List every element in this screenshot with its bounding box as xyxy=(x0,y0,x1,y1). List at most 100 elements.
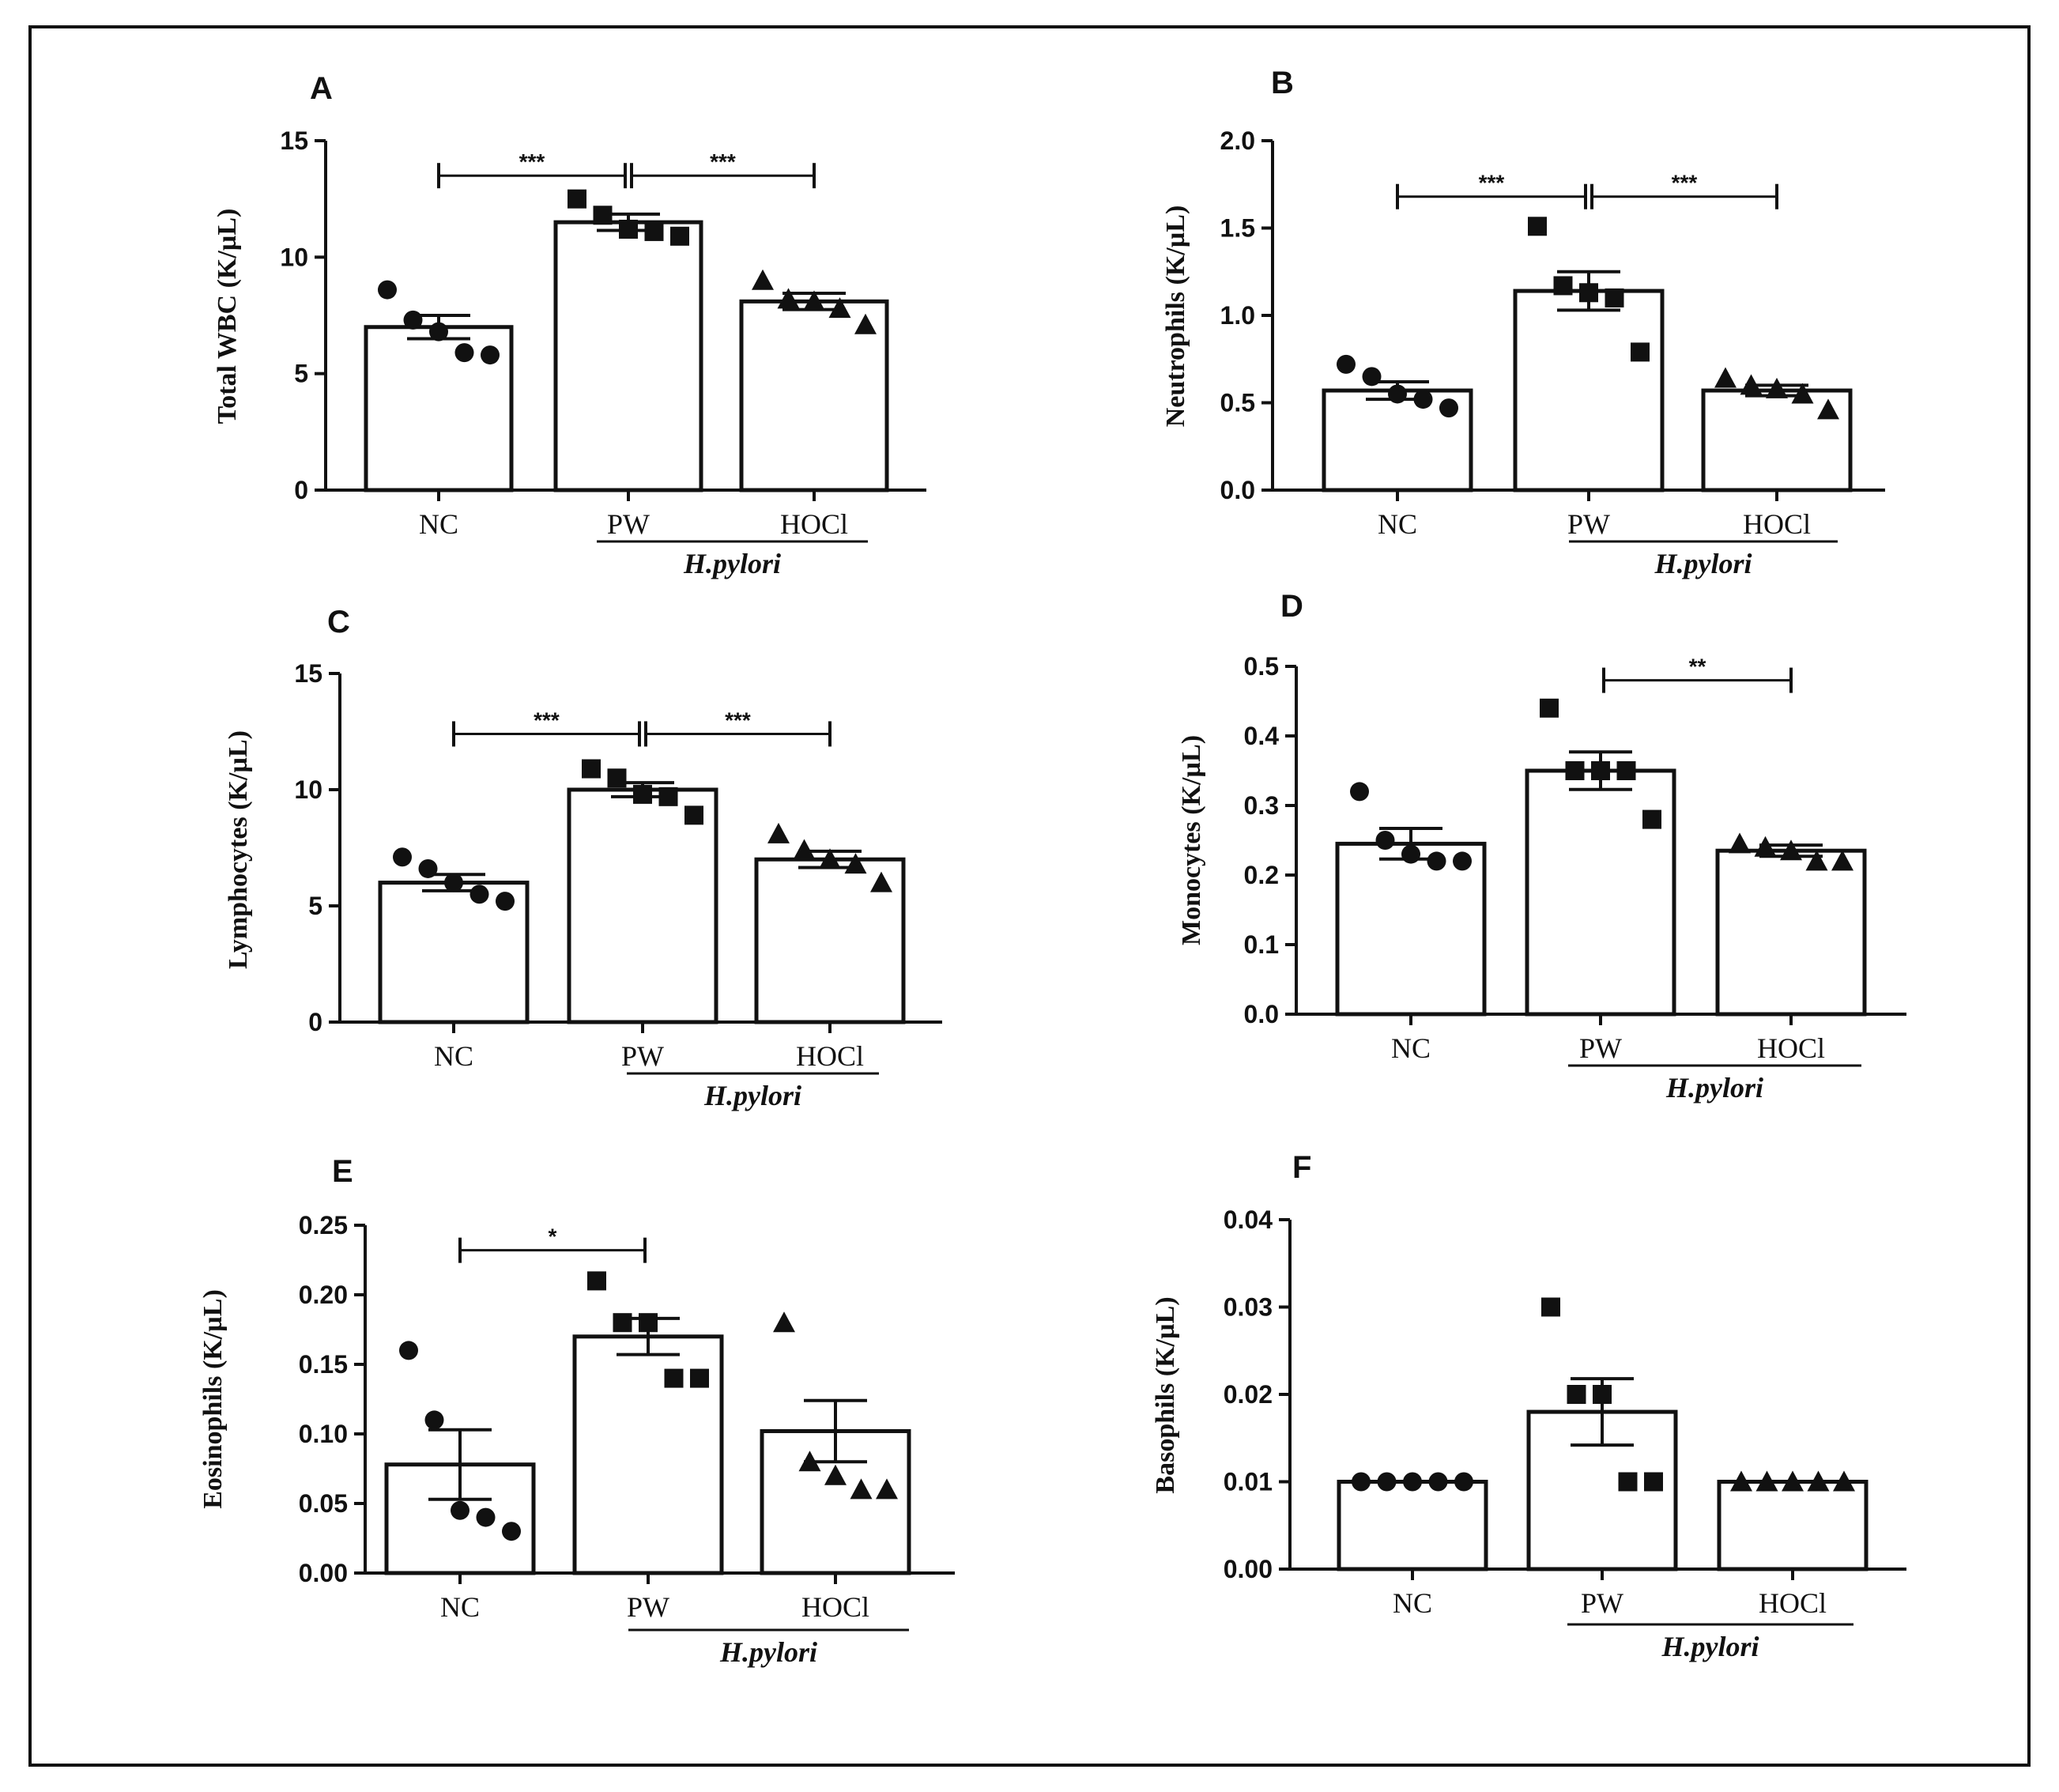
x-tick-label: NC xyxy=(434,1040,473,1072)
data-point xyxy=(1403,1472,1422,1492)
data-point xyxy=(1388,384,1407,404)
y-tick-label: 0.04 xyxy=(1224,1205,1273,1234)
x-tick-label: HOCl xyxy=(801,1591,869,1623)
data-point xyxy=(1352,1472,1371,1492)
data-point xyxy=(378,280,397,300)
y-tick-label: 0.05 xyxy=(299,1489,348,1518)
panel-a: A 0 5 10 15 Total WBC (K/µL) NC PW HOCl H.pylori *… xyxy=(213,71,926,579)
data-point xyxy=(1567,1385,1586,1404)
x-tick-label: PW xyxy=(1579,1032,1622,1064)
data-point xyxy=(1782,1470,1804,1492)
x-tick-label: HOCl xyxy=(1759,1587,1827,1619)
y-tick-label: 0.0 xyxy=(1244,1000,1279,1028)
data-point xyxy=(1605,288,1624,307)
data-point xyxy=(1337,354,1356,374)
y-axis-label: Total WBC (K/µL) xyxy=(213,209,242,424)
y-tick-label: 0.0 xyxy=(1220,476,1255,504)
y-axis-label: Basophils (K/µL) xyxy=(1151,1296,1180,1493)
group-label: H.pylori xyxy=(719,1636,817,1668)
bar xyxy=(567,787,718,1024)
y-tick-label: 0.00 xyxy=(299,1559,348,1587)
data-point xyxy=(496,892,515,911)
y-tick-label: 0.20 xyxy=(299,1281,348,1309)
significance-label: *** xyxy=(1672,171,1698,195)
data-point xyxy=(1591,761,1610,780)
data-point xyxy=(798,1451,821,1472)
data-point xyxy=(690,1368,709,1388)
x-tick-label: NC xyxy=(1391,1032,1431,1064)
y-tick-label: 15 xyxy=(280,126,308,155)
data-point xyxy=(1642,809,1661,829)
bar xyxy=(1525,768,1676,1017)
data-point xyxy=(1766,377,1788,398)
bar xyxy=(1715,848,1867,1017)
y-tick-label: 10 xyxy=(280,243,308,271)
significance-label: *** xyxy=(725,707,751,732)
x-tick-label: NC xyxy=(1378,508,1417,540)
data-point xyxy=(1730,1470,1752,1492)
x-tick-label: NC xyxy=(1393,1587,1432,1619)
panel-letter: C xyxy=(327,605,350,639)
y-tick-label: 0.01 xyxy=(1224,1468,1273,1496)
data-point xyxy=(454,343,474,363)
data-point xyxy=(639,1313,658,1333)
y-tick-label: 0.03 xyxy=(1224,1293,1273,1322)
data-point xyxy=(502,1522,521,1541)
y-tick-label: 0 xyxy=(294,476,308,504)
data-point xyxy=(1618,1472,1638,1492)
group-label: H.pylori xyxy=(1665,1072,1763,1103)
figure-frame xyxy=(28,25,2031,1767)
data-point xyxy=(870,871,892,892)
data-point xyxy=(773,1311,795,1333)
data-point xyxy=(658,787,678,806)
significance-label: * xyxy=(549,1224,557,1249)
data-point xyxy=(399,1341,418,1360)
data-point xyxy=(1565,761,1585,780)
data-point xyxy=(593,206,613,225)
x-tick-label: PW xyxy=(607,508,650,540)
data-point xyxy=(607,768,627,788)
y-tick-label: 0.4 xyxy=(1244,722,1280,750)
data-point xyxy=(1528,217,1547,236)
panel-b: B 0.0 0.5 1.0 1.5 2.0 Neutrophils (K/µL) NC PW HO… xyxy=(1161,66,1885,579)
bar xyxy=(553,220,703,492)
data-point xyxy=(469,885,489,904)
y-tick-label: 5 xyxy=(294,360,308,388)
data-point xyxy=(429,322,448,341)
data-point xyxy=(587,1271,606,1291)
significance-label: ** xyxy=(1689,655,1706,679)
significance-label: *** xyxy=(1479,171,1505,195)
panel-f: F 0.00 0.01 0.02 0.03 0.04 Basophils (K/µL) NC P… xyxy=(1151,1150,1906,1662)
x-tick-label: HOCl xyxy=(1757,1032,1825,1064)
data-point xyxy=(664,1368,684,1388)
data-point xyxy=(1350,782,1369,802)
significance-label: *** xyxy=(710,149,736,174)
y-tick-label: 0.00 xyxy=(1224,1555,1273,1583)
y-tick-label: 0 xyxy=(308,1008,322,1036)
data-point xyxy=(670,226,689,246)
x-tick-label: HOCl xyxy=(796,1040,864,1072)
x-tick-label: PW xyxy=(627,1591,669,1623)
group-label: H.pylori xyxy=(1654,548,1752,579)
y-tick-label: 2.0 xyxy=(1220,126,1255,155)
data-point xyxy=(444,873,463,892)
y-tick-label: 0.5 xyxy=(1244,652,1279,681)
data-point xyxy=(1833,1470,1855,1492)
x-tick-label: HOCl xyxy=(780,508,848,540)
y-tick-label: 0.25 xyxy=(299,1211,348,1239)
x-tick-label: PW xyxy=(1567,508,1610,540)
data-point xyxy=(850,1478,873,1500)
panel-c: C 0 5 10 15 Lymphocytes (K/µL) NC PW HOCl H.pylor… xyxy=(224,605,942,1111)
data-point xyxy=(418,858,438,878)
data-point xyxy=(568,189,586,209)
data-point xyxy=(1754,836,1777,857)
y-tick-label: 0.5 xyxy=(1220,389,1255,417)
data-point xyxy=(403,310,423,330)
y-tick-label: 0.2 xyxy=(1244,861,1279,889)
data-point xyxy=(1579,283,1598,303)
data-point xyxy=(1454,1472,1473,1492)
y-tick-label: 0.1 xyxy=(1244,930,1279,959)
y-tick-label: 0.15 xyxy=(299,1350,348,1379)
y-tick-label: 15 xyxy=(294,659,322,688)
